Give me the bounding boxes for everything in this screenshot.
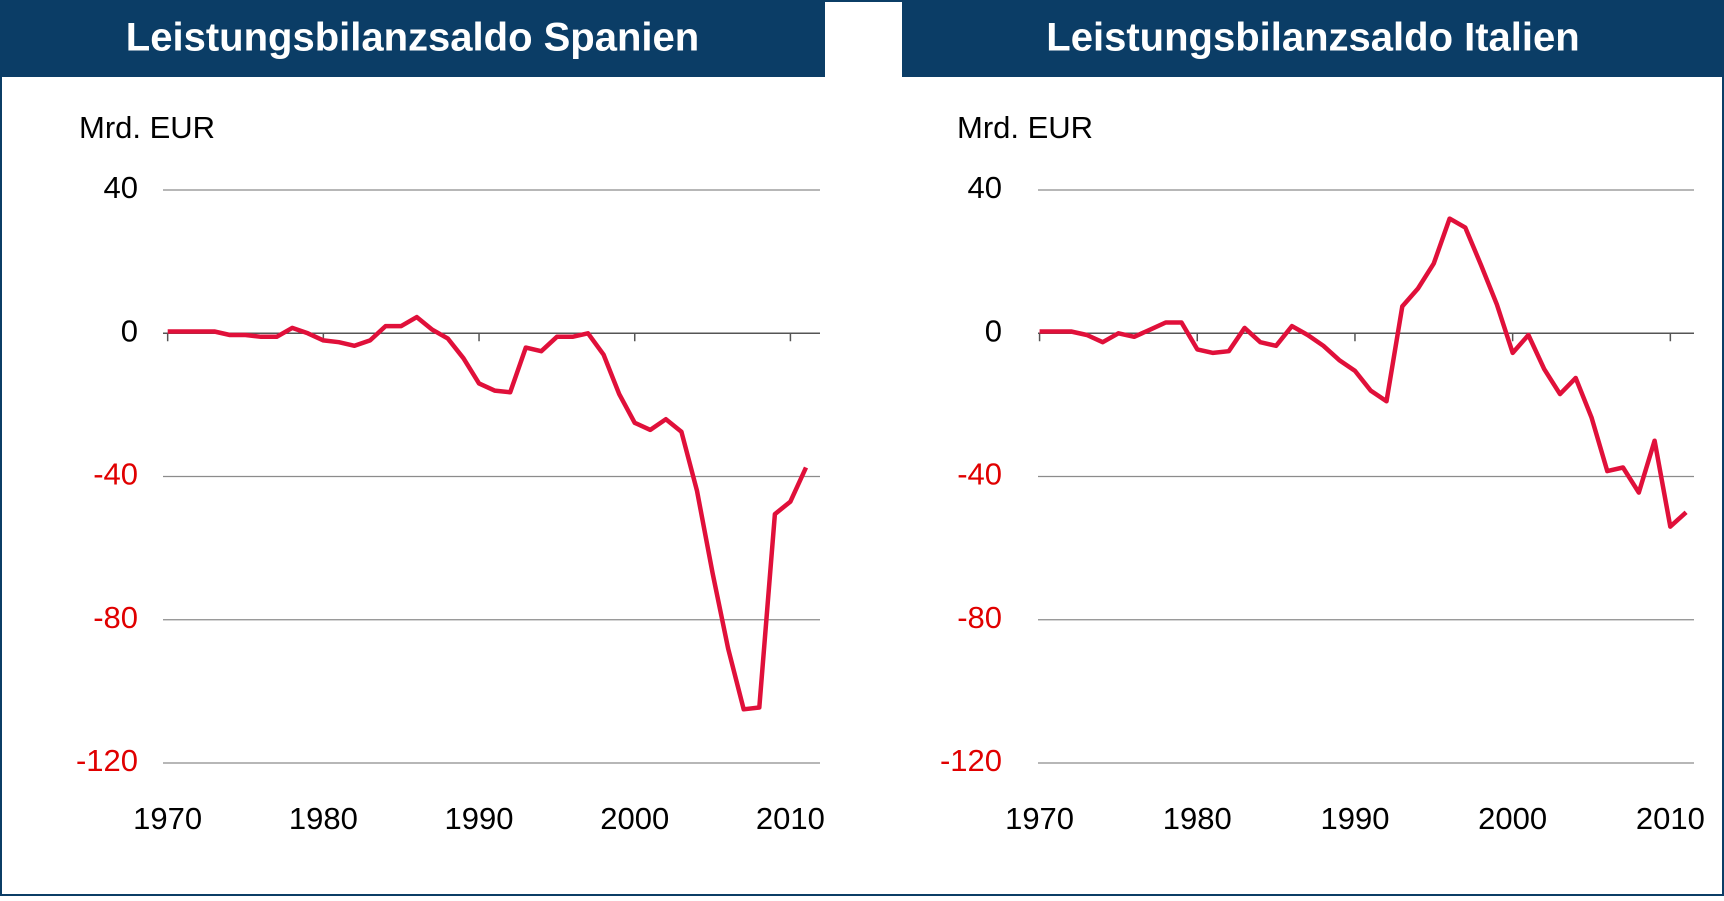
chart-title: Leistungsbilanzsaldo Spanien	[126, 16, 699, 60]
y-axis-label: Mrd. EUR	[79, 110, 215, 145]
x-tick-label: 2010	[756, 801, 825, 836]
title-bar	[0, 0, 825, 77]
y-tick-label: 40	[968, 170, 1002, 205]
y-tick-label: 40	[104, 170, 138, 205]
x-tick-label: 1980	[289, 801, 358, 836]
x-tick-label: 1970	[133, 801, 202, 836]
y-tick-label: 0	[985, 313, 1002, 348]
x-tick-label: 2000	[600, 801, 669, 836]
y-tick-label: -80	[957, 600, 1002, 635]
y-tick-label: -80	[93, 600, 138, 635]
chart-title: Leistungsbilanzsaldo Italien	[1046, 16, 1579, 60]
x-tick-label: 1990	[1320, 801, 1389, 836]
y-tick-label: -120	[76, 743, 138, 778]
y-tick-label: -120	[940, 743, 1002, 778]
title-bar	[902, 0, 1724, 77]
x-tick-label: 1990	[445, 801, 514, 836]
x-tick-label: 2010	[1636, 801, 1705, 836]
x-tick-label: 2000	[1478, 801, 1547, 836]
y-tick-label: -40	[93, 457, 138, 492]
y-tick-label: -40	[957, 457, 1002, 492]
y-tick-label: 0	[121, 313, 138, 348]
y-axis-label: Mrd. EUR	[957, 110, 1093, 145]
data-line	[167, 314, 809, 712]
x-tick-label: 1970	[1005, 801, 1074, 836]
data-line	[1039, 216, 1688, 529]
x-tick-label: 1980	[1163, 801, 1232, 836]
